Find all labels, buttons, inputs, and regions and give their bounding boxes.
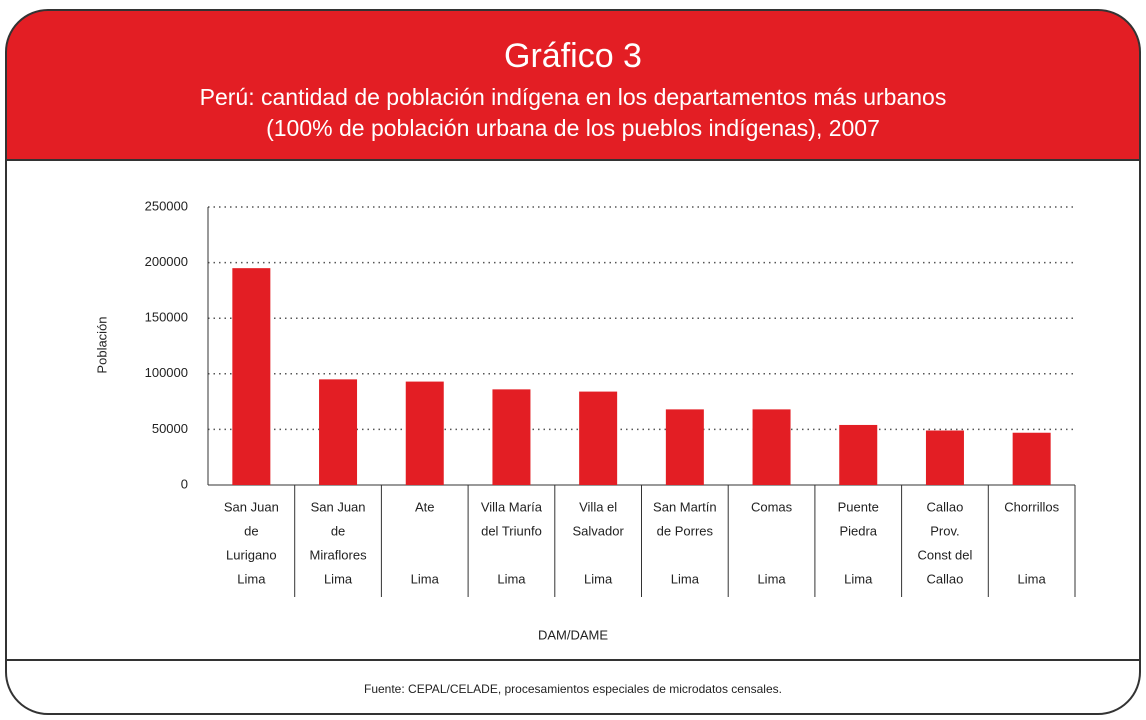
x-tick-label: Salvador xyxy=(572,523,624,538)
x-tick-label: San Juan xyxy=(224,499,279,514)
y-tick-label: 150000 xyxy=(145,310,188,325)
x-tick-label: Prov. xyxy=(930,523,959,538)
y-axis-label: Población xyxy=(94,316,109,373)
chart-subtitle: Perú: cantidad de población indígena en … xyxy=(200,84,947,110)
x-tick-label: Lima xyxy=(584,571,613,586)
x-tick-label: Lurigano xyxy=(226,547,277,562)
x-tick-label: Callao xyxy=(927,499,964,514)
x-tick-label: Piedra xyxy=(839,523,877,538)
x-tick-label: del Triunfo xyxy=(481,523,542,538)
source: Fuente: CEPAL/CELADE, procesamientos esp… xyxy=(364,682,782,696)
x-tick-label: de Porres xyxy=(657,523,714,538)
x-tick-label: Lima xyxy=(497,571,526,586)
x-tick-label: Lima xyxy=(324,571,353,586)
x-axis-label: DAM/DAME xyxy=(538,627,608,642)
y-tick-label: 50000 xyxy=(152,421,188,436)
x-tick-label: de xyxy=(244,523,258,538)
bar xyxy=(925,430,964,485)
bar xyxy=(232,268,271,485)
bar xyxy=(405,381,444,485)
y-tick-label: 0 xyxy=(181,476,188,491)
bar xyxy=(839,424,878,485)
x-tick-label: Lima xyxy=(411,571,440,586)
x-tick-label: San Martín xyxy=(653,499,717,514)
x-tick-label: Ate xyxy=(415,499,435,514)
x-tick-label: Lima xyxy=(237,571,266,586)
chart-title: Gráfico 3 xyxy=(504,37,642,75)
bar xyxy=(1012,432,1051,485)
x-tick-label: Comas xyxy=(751,499,793,514)
chart-subtitle: (100% de población urbana de los pueblos… xyxy=(266,115,880,141)
x-tick-label: Miraflores xyxy=(310,547,368,562)
x-tick-label: Lima xyxy=(671,571,700,586)
y-tick-label: 100000 xyxy=(145,365,188,380)
y-tick-label: 250000 xyxy=(145,198,188,213)
x-tick-label: Lima xyxy=(1018,571,1047,586)
bar xyxy=(579,391,618,485)
x-tick-label: San Juan xyxy=(311,499,366,514)
bar xyxy=(492,389,531,485)
y-tick-label: 200000 xyxy=(145,254,188,269)
x-tick-label: de xyxy=(331,523,345,538)
card xyxy=(6,10,1140,714)
x-tick-label: Lima xyxy=(757,571,786,586)
x-tick-label: Const del xyxy=(917,547,972,562)
x-tick-label: Chorrillos xyxy=(1004,499,1059,514)
bar xyxy=(319,379,358,485)
card-border xyxy=(5,9,1141,715)
x-tick-label: Villa el xyxy=(579,499,617,514)
x-tick-label: Callao xyxy=(927,571,964,586)
x-tick-label: Lima xyxy=(844,571,873,586)
bar xyxy=(752,409,791,485)
bar xyxy=(665,409,704,485)
x-tick-label: Villa María xyxy=(481,499,543,514)
header xyxy=(6,10,1140,160)
x-tick-label: Puente xyxy=(838,499,879,514)
